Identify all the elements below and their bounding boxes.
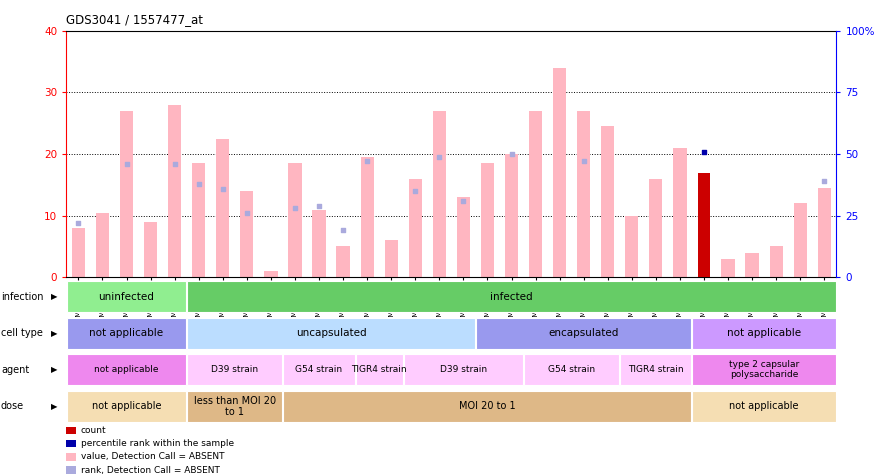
Bar (240, 191, 253, 277)
Point (288, 204, 302, 212)
Text: G54 strain: G54 strain (296, 365, 342, 374)
Bar (360, 157, 373, 277)
Bar (476, 318, 691, 349)
Text: TIGR4 strain: TIGR4 strain (351, 365, 407, 374)
Bar (336, 246, 350, 277)
Text: dose: dose (1, 401, 24, 411)
Point (216, 185, 230, 192)
Bar (67, 281, 186, 312)
Text: not applicable: not applicable (729, 401, 799, 411)
Text: D39 strain: D39 strain (440, 365, 487, 374)
Point (577, 158, 591, 165)
Text: uninfected: uninfected (98, 292, 155, 302)
Text: agent: agent (1, 365, 29, 375)
Point (504, 150, 519, 158)
Text: infected: infected (490, 292, 533, 302)
Point (457, 197, 471, 205)
Bar (577, 111, 590, 277)
Bar (770, 246, 783, 277)
Text: not applicable: not applicable (89, 328, 164, 338)
Bar (67, 318, 186, 349)
Point (240, 210, 254, 217)
Point (432, 153, 446, 160)
Bar (601, 127, 614, 277)
Point (696, 148, 711, 155)
Point (72, 219, 86, 227)
Bar (692, 354, 835, 385)
Point (167, 160, 181, 168)
Point (312, 202, 326, 210)
Text: less than MOI 20
to 1: less than MOI 20 to 1 (194, 396, 276, 417)
Point (360, 158, 374, 165)
Text: not applicable: not applicable (92, 401, 161, 411)
Bar (504, 154, 518, 277)
Bar (745, 253, 758, 277)
Bar (283, 391, 691, 422)
Text: cell type: cell type (1, 328, 42, 338)
Text: ▶: ▶ (51, 365, 58, 374)
Bar (698, 173, 710, 277)
Text: ▶: ▶ (51, 329, 58, 337)
Bar (312, 210, 326, 277)
Bar (67, 354, 186, 385)
Bar (673, 148, 687, 277)
Text: not applicable: not applicable (727, 328, 801, 338)
Bar (794, 203, 807, 277)
Text: infection: infection (1, 292, 43, 302)
Bar (289, 163, 302, 277)
Text: count: count (81, 426, 106, 435)
Bar (529, 111, 543, 277)
Bar (187, 354, 282, 385)
Bar (67, 391, 186, 422)
Bar (692, 318, 835, 349)
Bar (481, 163, 494, 277)
Bar (620, 354, 691, 385)
Bar (216, 138, 229, 277)
Bar (404, 354, 523, 385)
Text: not applicable: not applicable (95, 365, 158, 374)
Bar (356, 354, 403, 385)
Point (192, 180, 206, 187)
Bar (72, 228, 85, 277)
Bar (283, 354, 355, 385)
Bar (144, 222, 158, 277)
Bar (187, 391, 282, 422)
Point (817, 177, 831, 185)
Text: G54 strain: G54 strain (548, 365, 596, 374)
Bar (524, 354, 620, 385)
Bar (385, 240, 398, 277)
Text: type 2 capsular
polysaccharide: type 2 capsular polysaccharide (729, 360, 799, 379)
Point (336, 227, 350, 234)
Text: ▶: ▶ (51, 402, 58, 410)
Point (408, 187, 422, 195)
Bar (625, 216, 638, 277)
Text: ▶: ▶ (51, 292, 58, 301)
Text: percentile rank within the sample: percentile rank within the sample (81, 439, 234, 448)
Bar (409, 179, 422, 277)
Text: D39 strain: D39 strain (212, 365, 258, 374)
Bar (433, 111, 446, 277)
Text: value, Detection Call = ABSENT: value, Detection Call = ABSENT (81, 453, 224, 461)
Bar (721, 259, 735, 277)
Bar (692, 391, 835, 422)
Text: MOI 20 to 1: MOI 20 to 1 (459, 401, 516, 411)
Bar (187, 318, 475, 349)
Text: TIGR4 strain: TIGR4 strain (628, 365, 684, 374)
Bar (457, 197, 470, 277)
Bar (265, 271, 278, 277)
Text: rank, Detection Call = ABSENT: rank, Detection Call = ABSENT (81, 466, 219, 474)
Bar (96, 213, 109, 277)
Bar (818, 188, 831, 277)
Bar (553, 68, 566, 277)
Text: encapsulated: encapsulated (549, 328, 619, 338)
Bar (650, 179, 663, 277)
Bar (119, 111, 133, 277)
Point (119, 160, 134, 168)
Bar (187, 281, 835, 312)
Bar (192, 163, 205, 277)
Bar (168, 105, 181, 277)
Text: GDS3041 / 1557477_at: GDS3041 / 1557477_at (66, 13, 204, 26)
Text: uncapsulated: uncapsulated (296, 328, 366, 338)
